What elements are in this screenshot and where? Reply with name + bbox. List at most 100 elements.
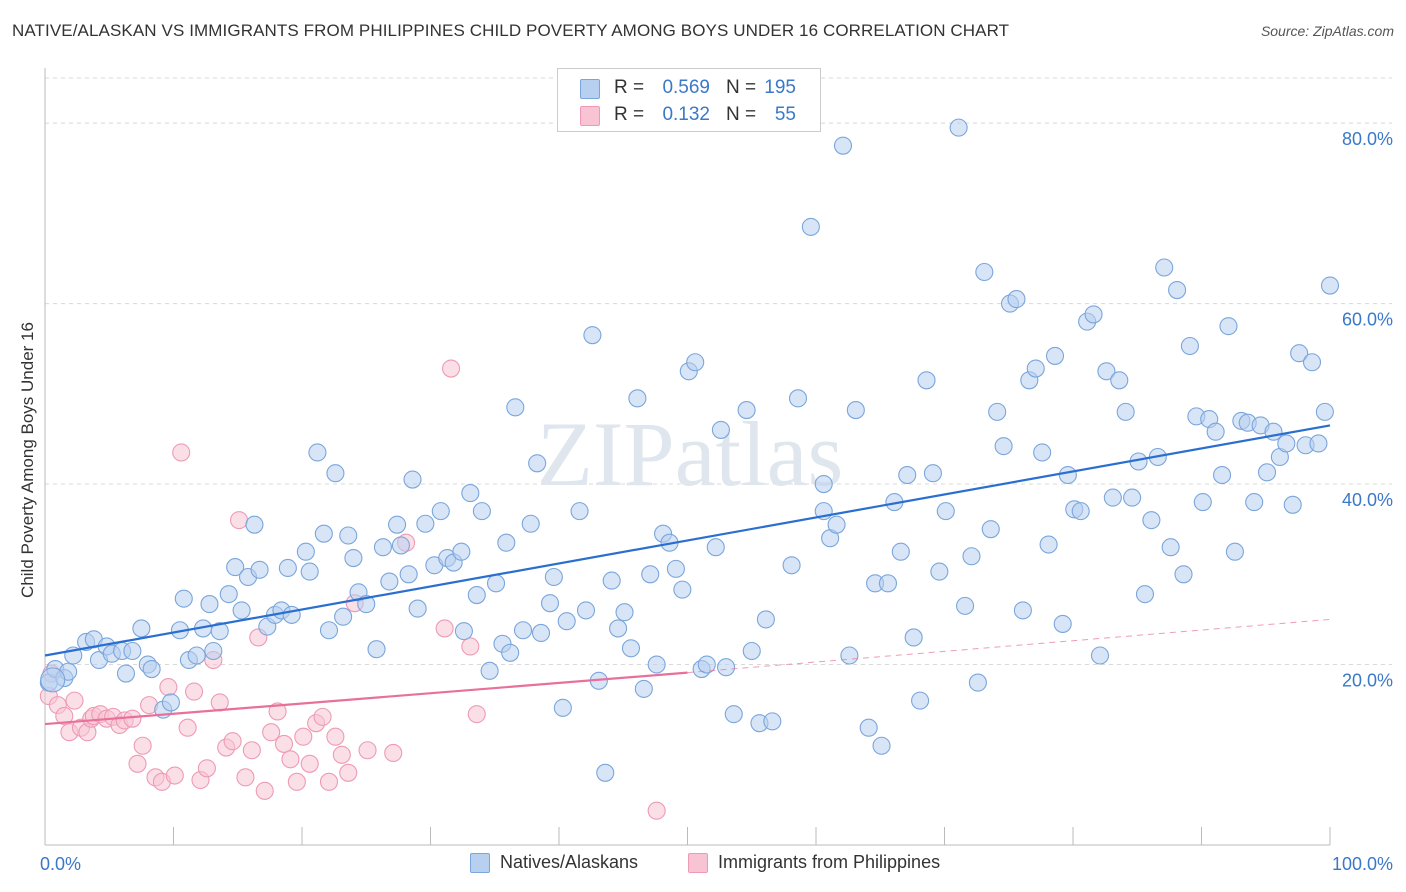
pink-point <box>384 743 403 763</box>
y-tick-label: 20.0% <box>1342 671 1393 691</box>
blue-point <box>859 718 878 737</box>
blue-point <box>132 619 151 638</box>
blue-point <box>641 565 660 584</box>
blue-point <box>609 619 628 638</box>
legend-swatch-pink <box>580 106 600 126</box>
blue-point <box>245 515 264 534</box>
blue-point <box>930 562 949 581</box>
blue-point <box>472 502 491 521</box>
blue-point <box>123 641 142 661</box>
blue-point <box>1193 493 1212 512</box>
blue-point <box>1219 317 1238 336</box>
pink-point <box>159 678 178 697</box>
blue-point <box>278 558 297 578</box>
legend-swatch-blue <box>470 853 490 873</box>
legend-r-label: R = <box>614 104 645 125</box>
blue-point <box>666 559 685 578</box>
watermark: ZIPatlas <box>537 403 844 505</box>
legend-n-value: 55 <box>774 104 796 125</box>
blue-point <box>142 659 161 679</box>
blue-point <box>210 622 229 641</box>
blue-point <box>513 621 533 640</box>
blue-point <box>742 641 761 661</box>
blue-point <box>408 599 427 618</box>
pink-point <box>326 727 345 746</box>
pink-point <box>178 718 197 737</box>
legend-swatch-pink <box>688 853 708 873</box>
legend-label-philippines: Immigrants from Philippines <box>718 852 941 872</box>
blue-point <box>962 547 981 566</box>
y-axis-label: Child Poverty Among Boys Under 16 <box>18 322 37 598</box>
chart-source: Source: ZipAtlas.com <box>1260 23 1394 39</box>
blue-point <box>1058 465 1077 485</box>
blue-point <box>461 484 480 503</box>
blue-point <box>988 402 1007 421</box>
blue-point <box>1174 565 1193 584</box>
legend-r-value: 0.569 <box>662 77 710 98</box>
tick-labels: 20.0% 40.0% 60.0% 80.0% 0.0% 100.0% <box>40 129 1393 874</box>
blue-point <box>911 691 930 710</box>
blue-point <box>334 607 353 626</box>
blue-point <box>282 605 301 624</box>
blue-point <box>467 585 486 605</box>
blue-point <box>339 526 358 545</box>
blue-point <box>1315 402 1334 421</box>
blue-point <box>531 623 551 642</box>
legend-row-blue: R = 0.569 N = 195 <box>558 75 820 103</box>
pink-point <box>268 702 287 721</box>
pink-point <box>255 781 274 800</box>
pink-point <box>339 763 358 782</box>
blue-point <box>615 603 634 622</box>
blue-point <box>204 641 223 661</box>
blue-point <box>373 538 393 557</box>
blue-point <box>161 693 180 712</box>
blue-point <box>956 596 975 615</box>
blue-point <box>647 655 666 674</box>
x-tick-label: 100.0% <box>1332 854 1393 874</box>
blue-point <box>1007 290 1026 309</box>
blue-point <box>878 574 898 593</box>
blue-point <box>724 705 743 724</box>
blue-point <box>981 520 1000 539</box>
trend-line-natives <box>44 424 1331 657</box>
blue-point <box>1097 362 1116 381</box>
blue-point <box>975 262 994 282</box>
blue-point <box>1039 535 1058 554</box>
blue-point <box>801 217 820 236</box>
blue-point <box>403 470 422 489</box>
blue-point <box>399 565 418 584</box>
blue-point <box>833 136 853 155</box>
blue-point <box>319 621 339 640</box>
blue-point <box>416 514 435 533</box>
pink-point <box>55 706 74 726</box>
blue-point <box>1084 305 1103 324</box>
blue-point <box>872 736 891 755</box>
blue-point <box>219 585 238 604</box>
blue-point <box>497 533 516 552</box>
pink-point <box>223 732 242 751</box>
pink-points <box>39 359 666 820</box>
blue-point <box>1155 258 1174 277</box>
y-tick-label: 40.0% <box>1342 490 1393 510</box>
pink-point <box>133 736 152 755</box>
blue-point <box>367 640 386 659</box>
blue-point <box>596 763 615 782</box>
blue-point <box>1110 371 1129 390</box>
blue-point <box>187 646 206 665</box>
blue-point <box>454 622 473 641</box>
legend-n-label: N = <box>726 104 757 125</box>
blue-point <box>1123 488 1142 507</box>
blue-point <box>544 567 563 587</box>
pink-point <box>197 759 216 778</box>
blue-point <box>673 580 692 599</box>
blue-point <box>788 389 808 408</box>
blue-point <box>486 574 506 593</box>
axes <box>44 68 1331 846</box>
legend-swatch-blue <box>580 79 600 99</box>
blue-point <box>1206 422 1225 441</box>
blue-point <box>1257 463 1277 482</box>
pink-point <box>647 801 666 820</box>
blue-point <box>553 698 572 717</box>
blue-point <box>936 502 955 521</box>
